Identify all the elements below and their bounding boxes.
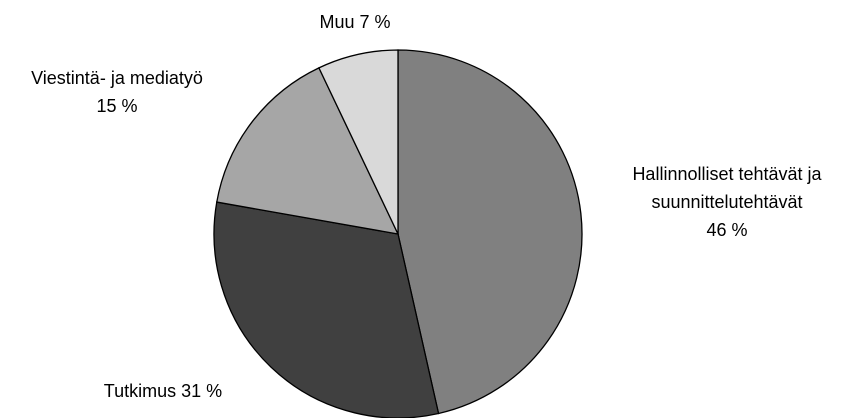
category-label: Viestintä- ja mediatyö (31, 68, 203, 88)
value-label: 7 % (359, 12, 391, 32)
slice-label: Viestintä- ja mediatyö 15 % (0, 64, 237, 120)
slice-label: Tutkimus 31 % (33, 377, 293, 405)
pie-slice (216, 66, 400, 235)
value-label: 31 % (181, 381, 223, 401)
slice-label: Hallinnolliset tehtävät ja suunnittelute… (615, 160, 840, 244)
slice-label: Muu 7 % (255, 8, 455, 36)
category-label: Tutkimus (103, 381, 177, 401)
pie-slice (318, 49, 399, 235)
category-label: Hallinnolliset tehtävät ja suunnittelute… (632, 164, 822, 212)
category-label: Muu (319, 12, 355, 32)
value-label: 15 % (96, 96, 138, 116)
value-label: 46 % (706, 220, 748, 240)
pie-slice (397, 49, 583, 415)
